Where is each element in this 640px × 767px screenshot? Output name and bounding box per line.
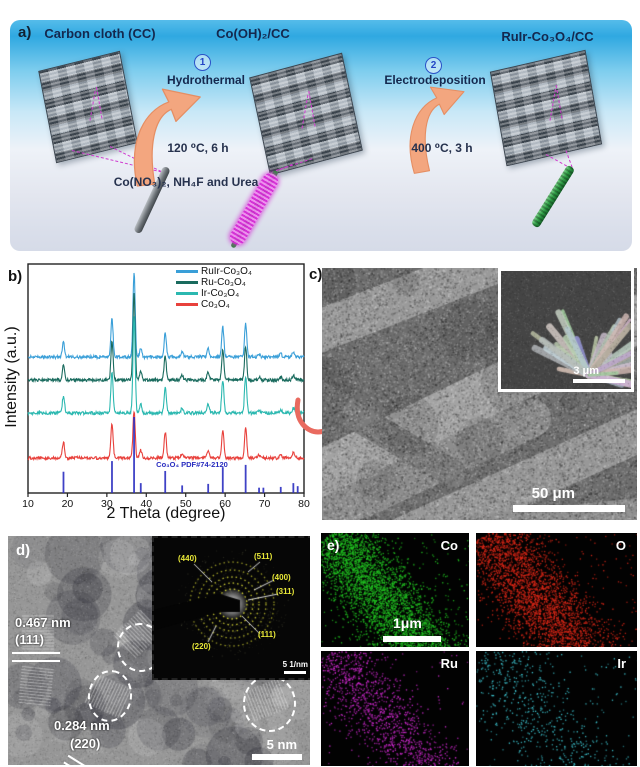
step1-number-badge: 1 bbox=[194, 54, 211, 71]
sem-inset-image bbox=[501, 271, 631, 389]
legend-item: Ir-Co₃O₄ bbox=[176, 288, 252, 299]
legend-item: RuIr-Co₃O₄ bbox=[176, 266, 252, 277]
sem-scalebar bbox=[513, 505, 625, 512]
legend-label: Ir-Co₃O₄ bbox=[201, 288, 240, 299]
svg-text:60: 60 bbox=[219, 498, 231, 510]
panel-a-scheme: a) Carbon cloth (CC) Co(OH)₂/CC RuIr-Co₃… bbox=[10, 20, 632, 251]
eds-map-ir: Ir bbox=[476, 651, 637, 766]
step2-number-badge: 2 bbox=[425, 57, 442, 74]
panel-e-label: e) bbox=[327, 537, 340, 553]
process-arrow-1-icon bbox=[133, 88, 201, 187]
saed-scalebar-text: 5 1/nm bbox=[282, 660, 308, 669]
process-arrow-2-icon bbox=[409, 86, 465, 174]
carbon-cloth-image-2 bbox=[249, 52, 363, 176]
eds-map-ir-image bbox=[476, 651, 637, 766]
lattice1-marker bbox=[12, 652, 60, 662]
panel-a-label: a) bbox=[18, 24, 32, 41]
stage1-title: Carbon cloth (CC) bbox=[44, 26, 156, 41]
saed-image bbox=[154, 538, 308, 674]
eds-scalebar-text: 1μm bbox=[393, 615, 422, 631]
xrd-x-axis-label: 2 Theta (degree) bbox=[106, 505, 226, 522]
svg-text:10: 10 bbox=[22, 498, 34, 510]
stage2-title: Co(OH)₂/CC bbox=[216, 26, 290, 41]
ruir-co3o4-rod bbox=[530, 164, 576, 229]
panel-b-label: b) bbox=[8, 268, 23, 285]
eds-map-ir-label: Ir bbox=[617, 656, 626, 671]
lattice1-plane: (111) bbox=[15, 632, 44, 647]
legend-item: Ru-Co₃O₄ bbox=[176, 277, 252, 288]
step1-conditions: 120 ⁰C, 6 h bbox=[167, 141, 229, 155]
lattice2-spacing: 0.284 nm bbox=[54, 718, 110, 733]
xrd-legend: RuIr-Co₃O₄ Ru-Co₃O₄ Ir-Co₃O₄ Co₃O₄ bbox=[176, 266, 252, 310]
panel-c-sem: 50 μm 3 μm bbox=[322, 268, 637, 520]
tem-scalebar bbox=[252, 754, 302, 760]
step1-name: Hydrothermal bbox=[166, 73, 246, 87]
saed-ring-label-511: (511) bbox=[254, 552, 273, 561]
panel-d-label: d) bbox=[16, 542, 31, 559]
eds-map-o: O bbox=[476, 533, 637, 647]
panel-b-xrd: b) 10 20 30 40 50 60 70 80 Intensity (a.u.) 2 T… bbox=[0, 256, 312, 530]
lattice2-plane: (220) bbox=[70, 736, 101, 751]
step2-name: Electrodeposition bbox=[384, 73, 486, 87]
saed-inset: (440) (511) (400) (311) (111) (220) 5 1/… bbox=[152, 536, 310, 680]
eds-map-ru: Ru bbox=[321, 651, 469, 766]
eds-map-o-image bbox=[476, 533, 637, 647]
legend-swatch bbox=[176, 270, 198, 273]
eds-map-o-label: O bbox=[615, 538, 626, 553]
svg-text:20: 20 bbox=[62, 498, 74, 510]
legend-label: RuIr-Co₃O₄ bbox=[201, 266, 252, 277]
panel-d-tem: d) 0.467 nm (111) 0.284 nm (220) 5 nm (4… bbox=[8, 536, 310, 765]
saed-scalebar bbox=[284, 671, 306, 674]
legend-swatch bbox=[176, 303, 198, 306]
step2-conditions: 400 ⁰C, 3 h bbox=[411, 141, 473, 155]
lattice1-spacing: 0.467 nm bbox=[15, 615, 71, 630]
svg-text:80: 80 bbox=[298, 498, 310, 510]
eds-map-co-image bbox=[321, 533, 469, 647]
sem-scalebar-text: 50 μm bbox=[531, 485, 575, 502]
svg-text:50: 50 bbox=[180, 498, 192, 510]
svg-text:70: 70 bbox=[259, 498, 271, 510]
stage3-title: RuIr-Co₃O₄/CC bbox=[501, 29, 594, 44]
legend-swatch bbox=[176, 292, 198, 295]
sem-inset: 3 μm bbox=[498, 268, 634, 392]
sem-inset-scalebar bbox=[573, 379, 625, 383]
saed-ring-label-111: (111) bbox=[258, 630, 276, 639]
legend-label: Co₃O₄ bbox=[201, 299, 230, 310]
carbon-cloth-image-3 bbox=[489, 49, 603, 167]
tem-scalebar-text: 5 nm bbox=[266, 737, 297, 752]
saed-ring-label-400: (400) bbox=[272, 573, 291, 582]
legend-item: Co₃O₄ bbox=[176, 299, 252, 310]
eds-map-ru-label: Ru bbox=[440, 656, 458, 671]
eds-map-co-label: Co bbox=[440, 538, 458, 553]
svg-text:30: 30 bbox=[101, 498, 113, 510]
legend-swatch bbox=[176, 281, 198, 284]
legend-label: Ru-Co₃O₄ bbox=[201, 277, 246, 288]
eds-map-ru-image bbox=[321, 651, 469, 766]
eds-scalebar bbox=[383, 636, 441, 642]
particle-outline-3 bbox=[243, 675, 296, 732]
saed-ring-label-220: (220) bbox=[192, 642, 211, 651]
saed-ring-label-440: (440) bbox=[178, 554, 197, 563]
svg-text:40: 40 bbox=[140, 498, 152, 510]
sem-inset-scalebar-text: 3 μm bbox=[573, 365, 599, 377]
step1-reagents: Co(NO₃)₂, NH₄F and Urea bbox=[113, 175, 259, 189]
xrd-reference-label: Co₃O₄ PDF#74-2120 bbox=[156, 460, 228, 469]
saed-ring-label-311: (311) bbox=[276, 587, 295, 596]
eds-map-co: e) Co 1μm bbox=[321, 533, 469, 647]
xrd-y-axis-label: Intensity (a.u.) bbox=[3, 326, 20, 428]
xrd-plot: 10 20 30 40 50 60 70 80 bbox=[22, 263, 310, 510]
panel-c-label: c) bbox=[309, 266, 323, 283]
